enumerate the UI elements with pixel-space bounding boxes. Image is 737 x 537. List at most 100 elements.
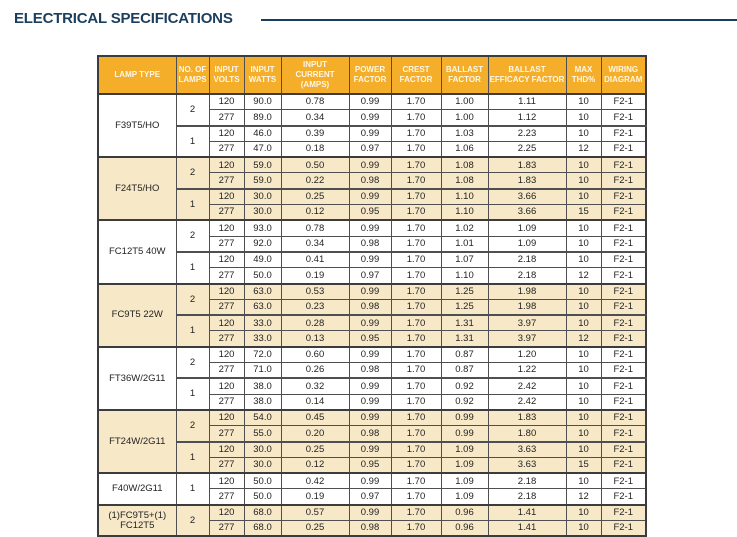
table-cell: 10 bbox=[565, 503, 602, 522]
table-cell: 0.99 bbox=[348, 219, 392, 237]
table-cell: 0.50 bbox=[280, 156, 350, 174]
table-cell: 1.09 bbox=[440, 456, 489, 474]
table-cell: 0.25 bbox=[280, 187, 350, 206]
table-cell: 68.0 bbox=[243, 503, 282, 522]
table-cell: 1.03 bbox=[440, 124, 489, 142]
specifications-table-container: LAMP TYPE NO. OF LAMPS INPUT VOLTS INPUT… bbox=[97, 55, 647, 537]
table-cell: 10 bbox=[565, 235, 602, 253]
table-cell: F2-1 bbox=[600, 488, 647, 506]
table-cell: 30.0 bbox=[243, 456, 282, 474]
electrical-specifications-table: LAMP TYPE NO. OF LAMPS INPUT VOLTS INPUT… bbox=[97, 55, 647, 537]
table-cell: 0.98 bbox=[348, 298, 392, 316]
table-cell: 1.70 bbox=[390, 393, 442, 411]
table-cell: 2.18 bbox=[487, 488, 567, 506]
table-cell: 1.41 bbox=[487, 503, 567, 522]
table-cell: 2.42 bbox=[487, 393, 567, 411]
table-cell: 0.23 bbox=[280, 298, 350, 316]
table-cell: 1.25 bbox=[440, 298, 489, 316]
table-cell: 12 bbox=[565, 488, 602, 506]
table-cell: 120 bbox=[208, 472, 245, 490]
table-cell: 10 bbox=[565, 314, 602, 332]
table-cell: 0.45 bbox=[280, 408, 350, 427]
table-cell: 1.70 bbox=[390, 456, 442, 474]
table-cell: 0.13 bbox=[280, 330, 350, 348]
table-cell: 0.99 bbox=[348, 377, 392, 395]
table-cell: F2-1 bbox=[600, 187, 647, 206]
lamp-count-cell: 2 bbox=[175, 282, 210, 316]
table-cell: 1.10 bbox=[440, 187, 489, 206]
lamp-count-cell: 2 bbox=[175, 219, 210, 253]
lamp-type-cell: F39T5/HO bbox=[97, 92, 177, 158]
table-cell: 0.99 bbox=[348, 156, 392, 174]
column-header-lamp-type: LAMP TYPE bbox=[97, 55, 177, 95]
column-header-wiring-diagram: WIRING DIAGRAM bbox=[600, 55, 647, 95]
column-header-no-of-lamps: NO. OF LAMPS bbox=[175, 55, 210, 95]
column-header-input-watts: INPUT WATTS bbox=[243, 55, 282, 95]
table-cell: 277 bbox=[208, 109, 245, 127]
table-cell: 2.42 bbox=[487, 377, 567, 395]
lamp-count-cell: 2 bbox=[175, 408, 210, 443]
table-row: 1 120 33.0 0.28 0.99 1.70 1.31 3.97 10 F2-1 bbox=[98, 314, 647, 348]
table-cell: 0.98 bbox=[348, 172, 392, 190]
table-cell: 1.07 bbox=[440, 250, 489, 269]
table-cell: F2-1 bbox=[600, 124, 647, 142]
table-cell: 1.70 bbox=[390, 109, 442, 127]
table-row: FC12T5 40W 2 120 93.0 0.78 0.99 1.70 1.02 1.09 10… bbox=[97, 219, 647, 285]
lamp-type-cell: F24T5/HO bbox=[97, 156, 177, 221]
table-cell: 0.53 bbox=[280, 282, 350, 300]
table-cell: 277 bbox=[208, 362, 245, 379]
lamp-type-cell: FC9T5 22W bbox=[97, 282, 177, 348]
table-cell: 10 bbox=[565, 345, 602, 364]
table-cell: 120 bbox=[208, 282, 245, 300]
table-cell: F2-1 bbox=[600, 503, 647, 522]
table-cell: 0.99 bbox=[348, 440, 392, 458]
table-cell: 59.0 bbox=[243, 172, 282, 190]
table-cell: 59.0 bbox=[243, 156, 282, 174]
table-cell: 120 bbox=[208, 377, 245, 395]
table-cell: 10 bbox=[565, 156, 602, 174]
table-cell: F2-1 bbox=[600, 172, 647, 190]
table-cell: F2-1 bbox=[600, 330, 647, 348]
table-cell: 120 bbox=[208, 345, 245, 364]
table-cell: 1.02 bbox=[440, 219, 489, 237]
column-header-max-thd: MAX THD% bbox=[565, 55, 602, 95]
table-cell: 0.34 bbox=[280, 235, 350, 253]
table-cell: 120 bbox=[208, 314, 245, 332]
table-cell: 1.70 bbox=[390, 377, 442, 395]
table-cell: 0.42 bbox=[280, 472, 350, 490]
table-row: FT36W/2G11 2 120 72.0 0.60 0.99 1.70 0.87 1.20 10… bbox=[97, 345, 647, 411]
table-cell: 1.70 bbox=[390, 204, 442, 221]
table-cell: 3.63 bbox=[487, 440, 567, 458]
table-cell: 10 bbox=[565, 520, 602, 537]
table-cell: 0.78 bbox=[280, 93, 350, 111]
table-cell: 120 bbox=[208, 124, 245, 142]
table-cell: 63.0 bbox=[243, 298, 282, 316]
table-cell: 277 bbox=[208, 140, 245, 158]
table-cell: 1.70 bbox=[390, 156, 442, 174]
table-cell: 277 bbox=[208, 520, 245, 537]
table-cell: 1.70 bbox=[390, 314, 442, 332]
table-cell: 0.99 bbox=[348, 250, 392, 269]
table-row: 1 120 38.0 0.32 0.99 1.70 0.92 2.42 10 F2-1 bbox=[98, 377, 647, 411]
table-cell: 0.99 bbox=[348, 93, 392, 111]
table-cell: 1.70 bbox=[390, 520, 442, 537]
table-cell: 10 bbox=[565, 425, 602, 443]
lamp-type-cell: FT24W/2G11 bbox=[97, 408, 177, 474]
table-cell: 0.25 bbox=[280, 520, 350, 537]
table-cell: 10 bbox=[565, 93, 602, 111]
table-cell: 1.11 bbox=[487, 93, 567, 111]
table-row: F24T5/HO 2 120 59.0 0.50 0.99 1.70 1.08 1.83 10 F2… bbox=[97, 156, 647, 221]
table-cell: 50.0 bbox=[243, 267, 282, 285]
table-cell: 1.70 bbox=[390, 172, 442, 190]
table-cell: F2-1 bbox=[600, 362, 647, 379]
table-cell: 1.20 bbox=[487, 345, 567, 364]
table-row: (1)FC9T5+(1) FC12T5 2 120 68.0 0.57 0.99 1.70 0… bbox=[97, 503, 647, 537]
table-cell: 0.99 bbox=[348, 472, 392, 490]
table-cell: 0.57 bbox=[280, 503, 350, 522]
table-cell: 0.95 bbox=[348, 456, 392, 474]
table-cell: 1.10 bbox=[440, 204, 489, 221]
table-cell: 10 bbox=[565, 377, 602, 395]
table-cell: 1.70 bbox=[390, 472, 442, 490]
table-cell: 1.70 bbox=[390, 93, 442, 111]
table-cell: 2.18 bbox=[487, 267, 567, 285]
